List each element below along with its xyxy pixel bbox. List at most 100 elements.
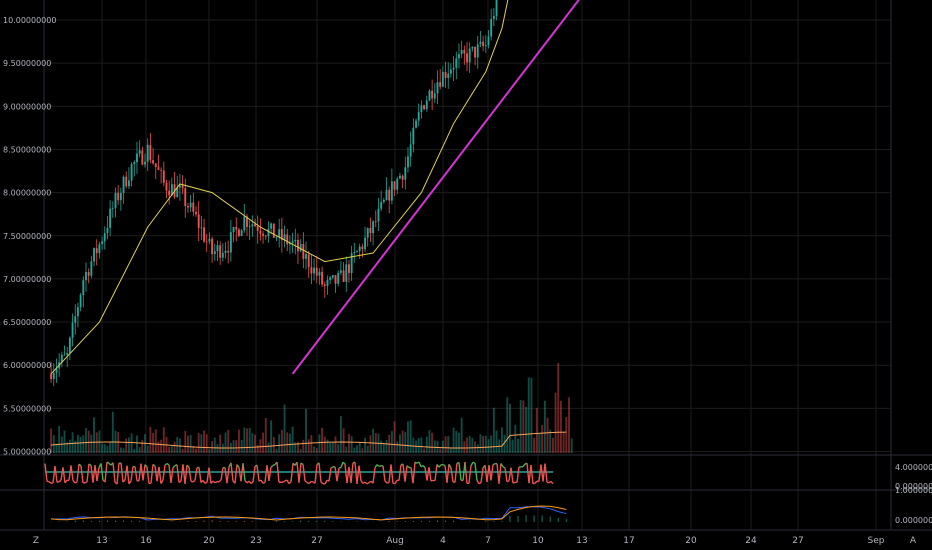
rsi-segment-156	[354, 462, 358, 484]
rsi-segment-35	[112, 462, 116, 483]
rsi-segment-198	[438, 464, 442, 468]
rsi-segment-67	[176, 464, 180, 483]
rsi-segment-144	[330, 466, 334, 469]
volume-bar-7	[68, 439, 71, 453]
rsi-segment-174	[390, 464, 394, 484]
volume-bar-59	[208, 448, 211, 453]
moving-average-line	[50, 0, 509, 375]
volume-bar-29	[127, 437, 130, 453]
rsi-segment-80	[202, 479, 206, 484]
candle-body-94	[302, 243, 305, 259]
rsi-segment-139	[320, 481, 324, 485]
volume-bar-40	[157, 441, 160, 453]
rsi-segment-61	[164, 462, 168, 466]
candle-body-70	[237, 229, 240, 236]
rsi-segment-64	[170, 467, 174, 484]
candle-body-24	[114, 192, 117, 209]
rsi-segment-217	[476, 480, 480, 485]
candle-body-66	[227, 250, 230, 253]
volume-bar-172	[511, 439, 514, 453]
candle-body-67	[229, 232, 232, 253]
volume-bar-138	[420, 437, 423, 453]
volume-bar-179	[530, 377, 533, 453]
candle-body-28	[125, 176, 128, 187]
candle-body-42	[162, 170, 165, 183]
rsi-segment-84	[210, 480, 214, 484]
rsi-segment-65	[172, 465, 176, 469]
candle-body-151	[455, 58, 458, 68]
price-axis[interactable]: 15.5000000014.5000000014.0000000013.5000…	[0, 0, 932, 525]
candle-body-125	[385, 189, 388, 200]
candle-body-14	[87, 272, 90, 276]
rsi-segment-115	[272, 463, 276, 467]
rsi-segment-51	[144, 464, 148, 468]
candle-body-33	[138, 150, 141, 154]
rsi-segment-203	[448, 463, 452, 469]
volume-bar-169	[503, 434, 506, 453]
volume-bar-0	[50, 428, 53, 453]
rsi-segment-230	[502, 466, 506, 469]
candle-body-141	[428, 90, 431, 101]
time-tick-label: 13	[576, 536, 587, 546]
rsi-segment-58	[158, 466, 162, 484]
volume-bar-30	[130, 433, 133, 453]
rsi-segment-94	[230, 462, 234, 482]
rsi-segment-208	[458, 462, 462, 481]
volume-bar-5	[63, 430, 66, 453]
volume-bar-165	[492, 407, 495, 453]
volume-bar-68	[232, 440, 235, 453]
volume-bar-63	[219, 434, 222, 453]
rsi-segment-105	[252, 466, 256, 483]
volume-bar-65	[224, 432, 227, 453]
volume-bar-3	[58, 425, 61, 453]
rsi-segment-171	[384, 480, 388, 484]
volume-bar-93	[299, 448, 302, 453]
rsi-segment-178	[398, 464, 402, 481]
rsi-segment-151	[344, 464, 348, 484]
candle-body-19	[101, 241, 104, 245]
rsi-segment-117	[276, 461, 280, 483]
price-tick-label: 10.00000000	[3, 16, 56, 25]
time-axis[interactable]: 13 16 20 23 27 Aug 4 7 10 13 17 20 24 27 Sep Z A	[33, 536, 917, 546]
volume-bar-42	[162, 427, 165, 453]
volume-bar-62	[216, 444, 219, 453]
candle-body-134	[409, 144, 412, 157]
candle-body-111	[348, 264, 350, 274]
volume-bar-85	[278, 434, 281, 453]
time-tick-label: 20	[203, 536, 215, 546]
volume-bar-20	[103, 444, 106, 453]
volume-bar-107	[337, 444, 340, 453]
volume-bar-73	[246, 428, 248, 453]
rsi-segment-114	[270, 464, 274, 468]
candle-body-43	[165, 182, 168, 191]
candle-body-147	[444, 71, 447, 78]
volume-bar-80	[264, 418, 267, 453]
rsi-segment-235	[512, 481, 516, 484]
chart-grid	[0, 0, 932, 531]
candle-body-58	[205, 241, 208, 243]
volume-bar-54	[195, 448, 197, 453]
volume-bar-190	[559, 400, 562, 453]
volume-bar-137	[417, 438, 420, 453]
volume-bar-188	[554, 392, 557, 453]
candle-body-77	[256, 226, 259, 231]
volume-bar-53	[192, 446, 195, 453]
volume-bar-37	[149, 427, 152, 453]
candle-body-93	[299, 243, 302, 252]
volume-bar-168	[500, 427, 503, 453]
rsi-segment-103	[248, 480, 252, 484]
candle-body-138	[420, 105, 423, 113]
candle-body-89	[288, 243, 291, 245]
rsi-segment-211	[464, 461, 468, 484]
candle-body-59	[208, 238, 211, 242]
volume-bar-114	[356, 445, 358, 453]
candle-body-133	[407, 156, 409, 168]
candle-body-74	[248, 226, 251, 228]
rsi-segment-1	[44, 463, 48, 482]
volume-bar-87	[283, 404, 286, 453]
rsi-segment-120	[282, 480, 286, 483]
volume-bar-115	[358, 441, 361, 453]
macd-zero-label: 0.00000000	[895, 516, 932, 525]
candle-body-117	[364, 237, 366, 250]
